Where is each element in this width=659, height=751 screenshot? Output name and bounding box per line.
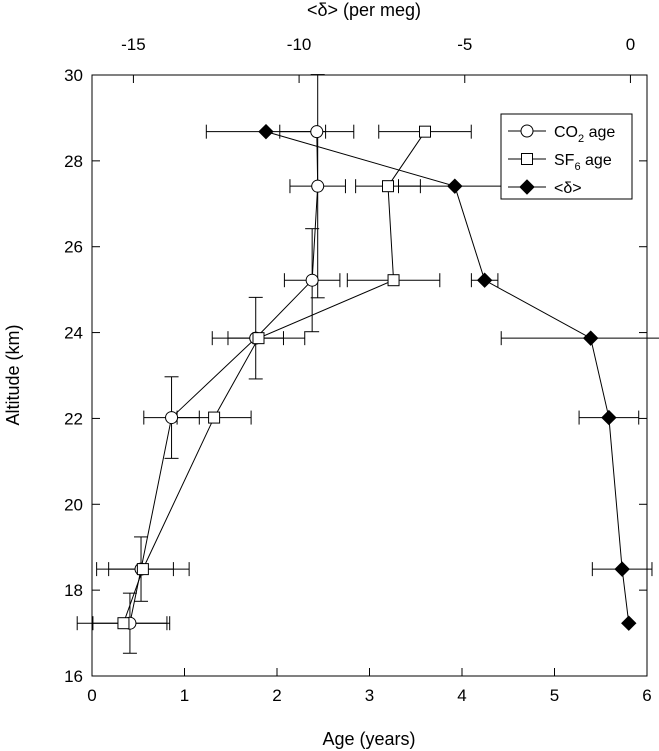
series-line-2 — [265, 131, 630, 624]
x-tick-label: 6 — [642, 686, 651, 705]
x-tick-label: 3 — [365, 686, 374, 705]
bottom-axis-title: Age (years) — [322, 729, 415, 749]
series-markers — [117, 123, 637, 631]
series-2-marker — [621, 615, 637, 631]
series-1-marker — [208, 411, 221, 424]
series-1-marker — [252, 332, 265, 345]
series-0-marker — [310, 125, 324, 139]
x-tick-label: 1 — [180, 686, 189, 705]
y-tick-label: 28 — [64, 152, 83, 171]
x2-tick-label: -15 — [121, 35, 146, 54]
x2-tick-label: -5 — [457, 35, 472, 54]
series-2-marker — [476, 272, 493, 288]
y-tick-label: 24 — [64, 324, 83, 343]
x-tick-label: 5 — [550, 686, 559, 705]
y-tick-label: 30 — [64, 66, 83, 85]
series-line-0 — [129, 131, 319, 624]
legend-label-0: CO2 age — [554, 124, 615, 145]
series-2-marker — [601, 409, 617, 426]
series-1-marker — [136, 563, 149, 576]
series-2-marker — [582, 330, 599, 346]
series-1-marker — [117, 617, 130, 630]
series-1-marker — [419, 125, 431, 138]
series-line-1 — [122, 131, 426, 624]
y-tick-label: 16 — [64, 667, 83, 686]
series-lines — [122, 131, 630, 624]
series-2-marker — [447, 178, 463, 194]
y-tick-label: 20 — [64, 495, 83, 514]
y-tick-label: 18 — [64, 581, 83, 600]
series-2-marker — [614, 561, 630, 577]
y-tick-label: 22 — [64, 409, 83, 428]
x-tick-label: 0 — [87, 686, 96, 705]
y-tick-label: 26 — [64, 238, 83, 257]
series-2-marker — [258, 123, 274, 140]
legend-marker-0 — [520, 124, 534, 138]
legend: CO2 age SF6 age <δ> — [500, 113, 633, 200]
legend-marker-1 — [521, 153, 533, 165]
legend-marker-2 — [519, 179, 535, 195]
series-0-marker — [311, 179, 325, 193]
x2-tick-label: 0 — [626, 35, 635, 54]
series-0-marker — [165, 411, 179, 425]
left-axis-title: Altitude (km) — [3, 324, 23, 425]
legend-label-2: <δ> — [554, 180, 582, 197]
x-tick-label: 4 — [457, 686, 466, 705]
top-axis-title: <δ> (per meg) — [307, 0, 421, 20]
series-1-marker — [387, 274, 400, 287]
series-1-marker — [382, 180, 394, 193]
series-0-marker — [305, 273, 319, 287]
x-tick-label: 2 — [272, 686, 281, 705]
legend-label-1: SF6 age — [554, 152, 612, 173]
x2-tick-label: -10 — [287, 35, 312, 54]
